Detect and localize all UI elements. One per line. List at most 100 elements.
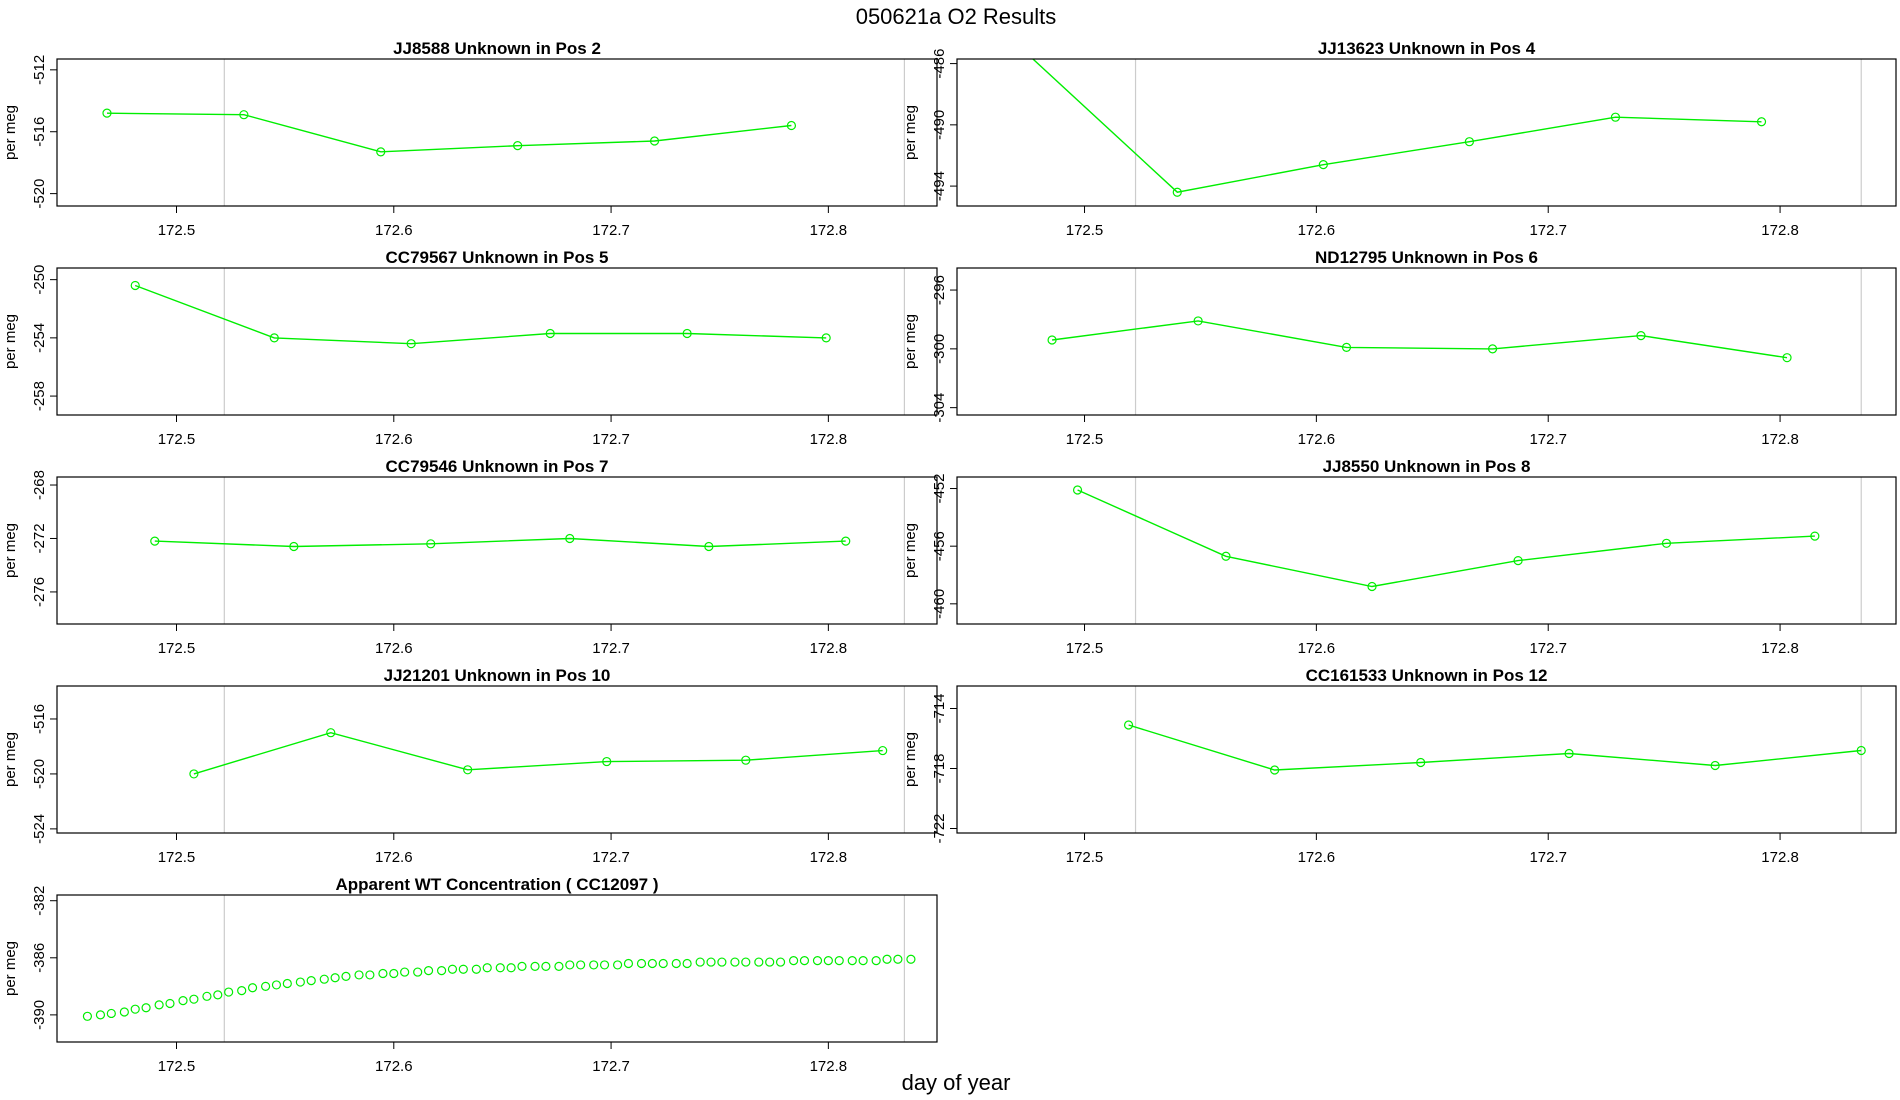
y-tick-label: -390 bbox=[31, 1000, 48, 1030]
x-tick-label: 172.7 bbox=[592, 849, 630, 866]
data-point bbox=[413, 967, 423, 977]
data-point bbox=[658, 958, 668, 969]
panel-title: Apparent WT Concentration ( CC12097 ) bbox=[335, 875, 658, 894]
data-point bbox=[189, 769, 199, 779]
data-layer bbox=[1072, 485, 1820, 592]
plot-frame bbox=[56, 58, 938, 207]
panel-title: CC79567 Unknown in Pos 5 bbox=[386, 248, 609, 267]
series-line bbox=[1077, 489, 1815, 588]
x-tick-label: 172.5 bbox=[158, 222, 196, 239]
data-point bbox=[319, 974, 329, 984]
panel-5: CC79546 Unknown in Pos 7 per meg -268 -272 -… bbox=[2, 457, 938, 657]
data-point bbox=[612, 960, 623, 970]
data-layer bbox=[189, 728, 888, 779]
data-point bbox=[741, 957, 751, 967]
data-point bbox=[647, 958, 657, 969]
x-tick-label: 172.6 bbox=[375, 849, 413, 866]
data-point bbox=[682, 328, 692, 339]
data-point bbox=[237, 986, 247, 996]
y-tick-label: -382 bbox=[31, 886, 48, 916]
x-tick-label: 172.6 bbox=[1298, 431, 1336, 448]
data-point bbox=[365, 970, 375, 980]
data-point bbox=[754, 957, 764, 967]
x-tick-label: 172.6 bbox=[1298, 222, 1336, 239]
x-tick-label: 172.7 bbox=[592, 222, 630, 239]
data-point bbox=[202, 991, 212, 1001]
y-tick-label: -272 bbox=[31, 523, 48, 553]
y-axis-label: per meg bbox=[902, 523, 919, 578]
data-point bbox=[649, 136, 660, 146]
y-tick-label: -516 bbox=[31, 704, 48, 734]
x-tick-label: 172.6 bbox=[375, 431, 413, 448]
x-tick-label: 172.8 bbox=[1761, 222, 1799, 239]
data-point bbox=[282, 978, 292, 989]
x-tick-label: 172.7 bbox=[1529, 640, 1567, 657]
data-point bbox=[150, 536, 160, 546]
x-tick-label: 172.8 bbox=[1761, 431, 1799, 448]
panel-title: JJ8588 Unknown in Pos 2 bbox=[393, 39, 601, 58]
data-point bbox=[354, 970, 364, 980]
data-point bbox=[295, 977, 305, 987]
x-tick-label: 172.6 bbox=[1298, 849, 1336, 866]
data-point bbox=[130, 1004, 140, 1014]
x-tick-label: 172.8 bbox=[1761, 849, 1799, 866]
x-tick-label: 172.5 bbox=[158, 640, 196, 657]
data-point bbox=[1464, 137, 1474, 147]
data-point bbox=[1416, 757, 1426, 768]
x-tick-label: 172.7 bbox=[1529, 849, 1567, 866]
data-point bbox=[1221, 551, 1231, 561]
y-tick-label: -718 bbox=[931, 753, 948, 783]
y-tick-label: -714 bbox=[931, 693, 948, 723]
data-point bbox=[513, 141, 523, 151]
data-point bbox=[893, 954, 903, 964]
data-point bbox=[447, 964, 458, 974]
panel-1: JJ8588 Unknown in Pos 2 per meg -512 -516 -5… bbox=[2, 39, 938, 239]
x-tick-label: 172.6 bbox=[375, 222, 413, 239]
x-tick-label: 172.7 bbox=[1529, 222, 1567, 239]
data-point bbox=[1564, 748, 1574, 759]
panel-8: CC161533 Unknown in Pos 12 per meg -714 -71… bbox=[902, 666, 1897, 866]
x-tick-label: 172.8 bbox=[810, 1058, 848, 1075]
y-tick-label: -520 bbox=[31, 179, 48, 209]
data-point bbox=[1367, 581, 1377, 592]
series-line bbox=[193, 731, 883, 775]
data-point bbox=[1810, 531, 1820, 541]
series-line bbox=[134, 284, 827, 345]
data-point bbox=[247, 983, 258, 993]
data-layer bbox=[130, 280, 831, 349]
data-point bbox=[882, 954, 892, 964]
y-tick-label: -296 bbox=[931, 275, 948, 305]
data-point bbox=[260, 981, 271, 991]
panel-title: JJ8550 Unknown in Pos 8 bbox=[1323, 457, 1531, 476]
y-axis-label: per meg bbox=[2, 105, 19, 160]
x-tick-label: 172.7 bbox=[1529, 431, 1567, 448]
data-point bbox=[1318, 160, 1328, 170]
x-tick-label: 172.5 bbox=[1066, 431, 1104, 448]
data-point bbox=[400, 967, 410, 977]
x-tick-label: 172.6 bbox=[375, 640, 413, 657]
data-point bbox=[463, 765, 473, 775]
panel-title: ND12795 Unknown in Pos 6 bbox=[1315, 248, 1538, 267]
data-point bbox=[224, 987, 234, 997]
data-point bbox=[823, 956, 833, 966]
plot-frame bbox=[56, 894, 938, 1043]
y-tick-label: -300 bbox=[931, 334, 948, 364]
data-point bbox=[389, 968, 399, 979]
y-axis-label: per meg bbox=[902, 732, 919, 787]
y-axis-label: per meg bbox=[2, 732, 19, 787]
data-point bbox=[119, 1007, 129, 1017]
data-point bbox=[704, 541, 714, 552]
y-axis-label: per meg bbox=[902, 314, 919, 369]
y-axis-label: per meg bbox=[902, 105, 919, 160]
x-tick-label: 172.8 bbox=[810, 640, 848, 657]
y-axis-label: per meg bbox=[2, 314, 19, 369]
data-point bbox=[1610, 112, 1621, 122]
data-point bbox=[1782, 353, 1792, 363]
y-axis-label: per meg bbox=[2, 523, 19, 578]
data-point bbox=[423, 966, 434, 976]
data-layer bbox=[1031, 59, 1767, 197]
data-point bbox=[841, 536, 851, 546]
data-point bbox=[436, 966, 447, 976]
series-line bbox=[154, 537, 846, 548]
panel-2: JJ13623 Unknown in Pos 4 per meg -486 -490 -… bbox=[902, 39, 1897, 239]
